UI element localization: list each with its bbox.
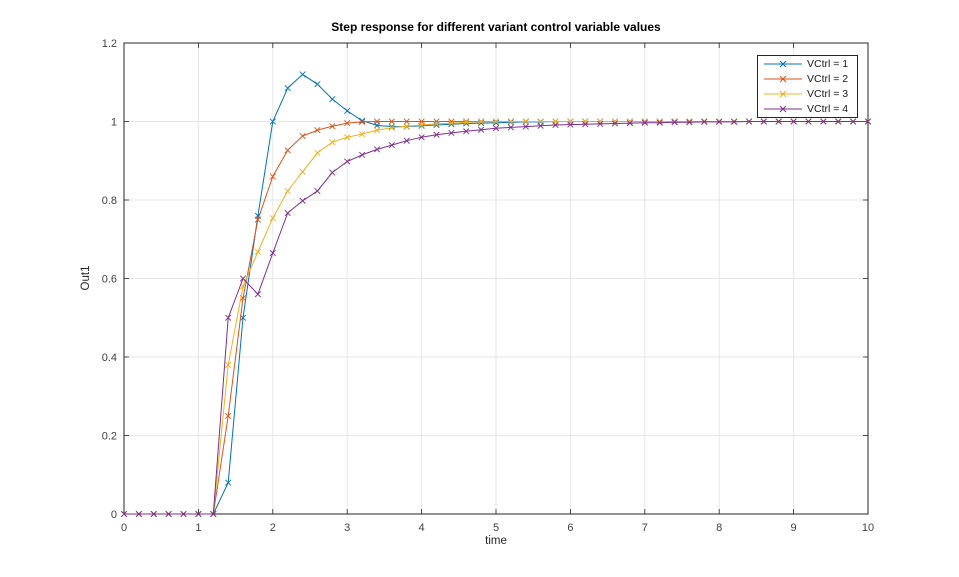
legend-entry[interactable]: VCtrl = 4: [758, 102, 857, 117]
legend-line-sample: [764, 60, 802, 67]
x-tick-label: 3: [344, 522, 350, 534]
x-tick-label: 5: [493, 522, 499, 534]
plot-title: Step response for different variant cont…: [331, 20, 661, 34]
y-axis-label: Out1: [80, 265, 92, 291]
x-axis-label: time: [485, 535, 507, 547]
x-tick-label: 6: [567, 522, 573, 534]
x-tick-label: 9: [791, 522, 797, 534]
x-tick-label: 1: [195, 522, 201, 534]
x-tick-label: 4: [419, 522, 425, 534]
legend-line-sample: [764, 90, 802, 98]
series-markers-VCtrl-4: [120, 118, 872, 518]
legend[interactable]: VCtrl = 1 VCtrl = 2 VCtrl = 3 VCtrl = 4: [757, 55, 858, 118]
legend-entry-label: VCtrl = 3: [807, 88, 849, 101]
legend-entry[interactable]: VCtrl = 1: [758, 56, 857, 71]
x-tick-label: 10: [862, 522, 874, 534]
legend-line-sample: [764, 106, 802, 113]
x-tick-label: 8: [716, 522, 722, 534]
x-tick-label: 7: [642, 522, 648, 534]
legend-entry[interactable]: VCtrl = 2: [758, 71, 857, 86]
x-marker-icon: [779, 106, 787, 113]
x-marker-icon: [779, 75, 787, 83]
legend-entry-label: VCtrl = 4: [807, 103, 849, 116]
y-tick-label: 1.2: [102, 38, 117, 50]
y-tick-label: 0.4: [102, 352, 117, 364]
x-tick-label: 2: [270, 522, 276, 534]
legend-entry-label: VCtrl = 2: [807, 72, 849, 85]
x-marker-icon: [779, 90, 787, 98]
legend-entry-label: VCtrl = 1: [807, 57, 849, 70]
y-tick-label: 0: [111, 509, 117, 521]
x-marker-icon: [779, 60, 787, 67]
legend-entry[interactable]: VCtrl = 3: [758, 87, 857, 102]
y-tick-label: 1: [111, 117, 117, 129]
legend-line-sample: [764, 75, 802, 83]
y-tick-label: 0.2: [102, 431, 117, 443]
y-tick-label: 0.6: [102, 274, 117, 286]
y-tick-label: 0.8: [102, 195, 117, 207]
x-tick-label: 0: [121, 522, 127, 534]
